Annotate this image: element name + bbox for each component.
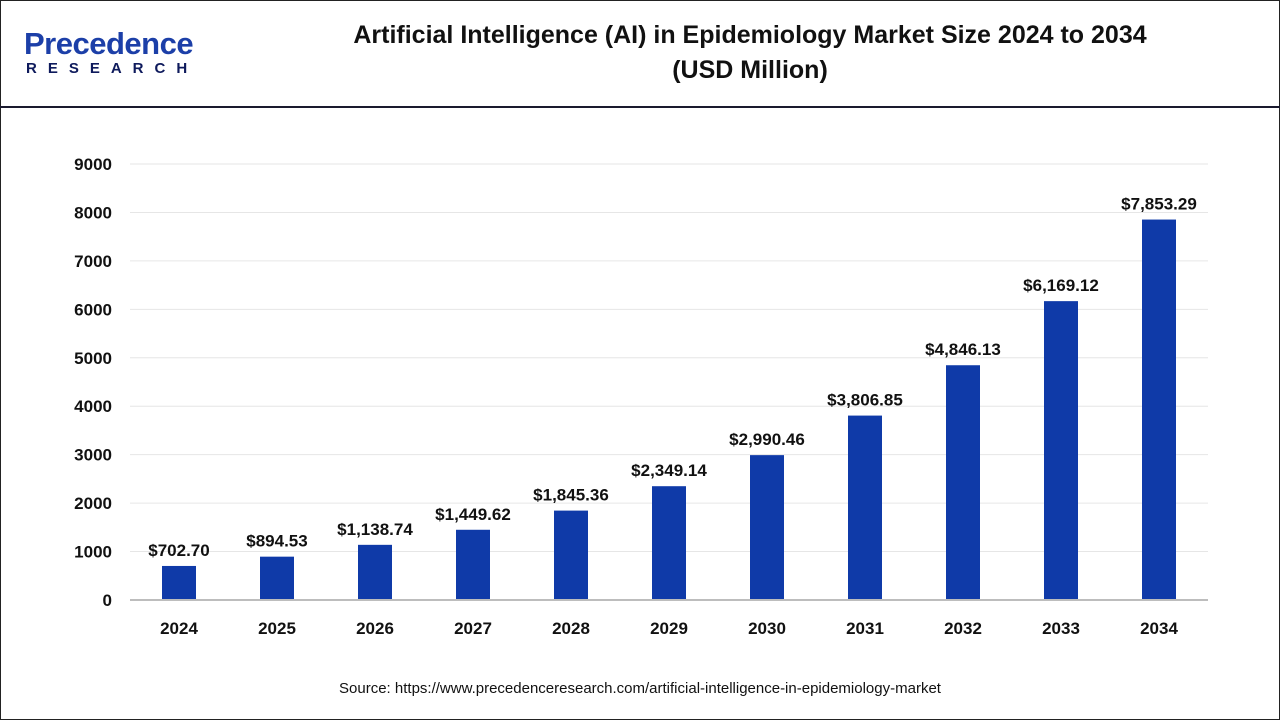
data-label: $7,853.29 xyxy=(1121,195,1197,214)
chart-title: Artificial Intelligence (AI) in Epidemio… xyxy=(280,18,1220,88)
y-tick-label: 6000 xyxy=(74,300,112,319)
bar-2028 xyxy=(554,510,588,600)
bar-2025 xyxy=(260,556,294,600)
title-line-2: (USD Million) xyxy=(672,56,828,84)
bar-2029 xyxy=(652,486,686,600)
y-tick-label: 5000 xyxy=(74,349,112,368)
y-tick-label: 3000 xyxy=(74,446,112,465)
bar-2030 xyxy=(750,455,784,600)
source-note: Source: https://www.precedenceresearch.c… xyxy=(339,680,941,697)
x-tick-label: 2028 xyxy=(552,619,590,638)
data-label: $1,138.74 xyxy=(337,520,413,539)
x-tick-label: 2033 xyxy=(1042,619,1080,638)
x-tick-label: 2031 xyxy=(846,619,884,638)
bar-2026 xyxy=(358,544,392,600)
bar-2031 xyxy=(848,415,882,600)
bar-2024 xyxy=(162,565,196,600)
data-label: $3,806.85 xyxy=(827,391,903,410)
data-label: $1,845.36 xyxy=(533,486,609,505)
bar-2034 xyxy=(1142,219,1176,600)
x-tick-label: 2030 xyxy=(748,619,786,638)
x-tick-label: 2029 xyxy=(650,619,688,638)
data-label: $894.53 xyxy=(246,532,307,551)
y-tick-label: 4000 xyxy=(74,397,112,416)
x-tick-label: 2027 xyxy=(454,619,492,638)
precedence-research-logo: Precedence RESEARCH xyxy=(24,28,198,78)
data-label: $2,349.14 xyxy=(631,461,707,480)
x-tick-label: 2032 xyxy=(944,619,982,638)
logo-text: Precedence xyxy=(24,26,194,61)
y-tick-label: 8000 xyxy=(74,203,112,222)
x-tick-label: 2024 xyxy=(160,619,198,638)
bar-2032 xyxy=(946,365,980,600)
y-tick-label: 0 xyxy=(103,591,112,610)
y-tick-label: 7000 xyxy=(74,252,112,271)
y-tick-label: 1000 xyxy=(74,543,112,562)
header: Precedence RESEARCH Artificial Intellige… xyxy=(0,0,1280,108)
data-label: $2,990.46 xyxy=(729,430,805,449)
y-tick-label: 2000 xyxy=(74,494,112,513)
y-tick-label: 9000 xyxy=(74,155,112,174)
data-label: $1,449.62 xyxy=(435,505,511,524)
x-tick-label: 2026 xyxy=(356,619,394,638)
data-label: $702.70 xyxy=(148,541,209,560)
bar-2027 xyxy=(456,529,490,600)
data-label: $6,169.12 xyxy=(1023,276,1099,295)
x-tick-label: 2034 xyxy=(1140,619,1178,638)
bar-2033 xyxy=(1044,301,1078,600)
title-line-1: Artificial Intelligence (AI) in Epidemio… xyxy=(353,21,1147,49)
x-tick-label: 2025 xyxy=(258,619,296,638)
logo-subtext: RESEARCH xyxy=(26,60,199,77)
data-label: $4,846.13 xyxy=(925,340,1001,359)
